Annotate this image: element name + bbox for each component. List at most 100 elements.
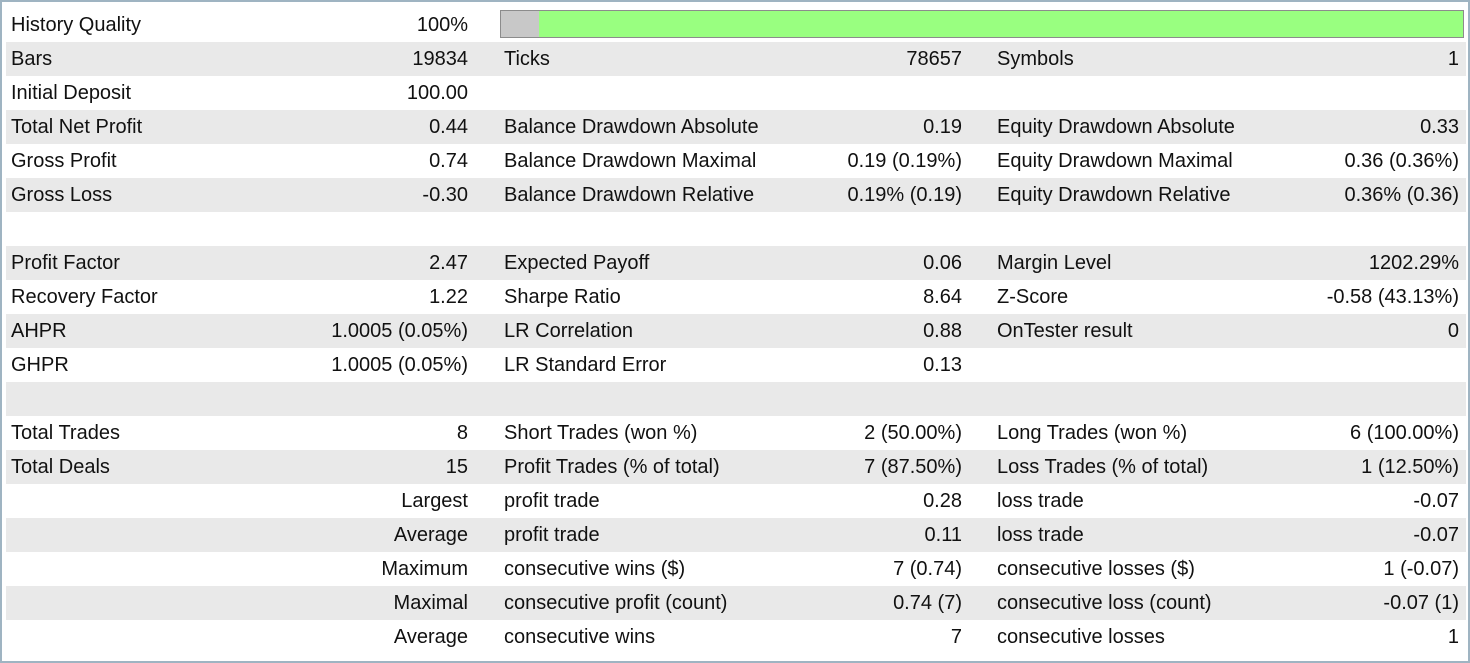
ahpr-label: AHPR <box>11 320 67 342</box>
row-average: Average profit trade 0.11 loss trade -0.… <box>6 518 1466 552</box>
balance-drawdown-maximal-value: 0.19 (0.19%) <box>847 150 962 172</box>
average-profit-trade-value: 0.11 <box>924 524 962 546</box>
total-deals-value: 15 <box>445 456 468 478</box>
report-table: History Quality 100% Bars 19834 Ticks 78… <box>6 8 1466 654</box>
margin-level-value: 1202.29% <box>1368 252 1459 274</box>
average-label: Average <box>393 524 468 546</box>
average-loss-trade-value: -0.07 <box>1413 524 1459 546</box>
average-profit-trade-label: profit trade <box>504 524 600 546</box>
symbols-value: 1 <box>1447 48 1459 70</box>
largest-loss-trade-value: -0.07 <box>1413 490 1459 512</box>
row-maximal: Maximal consecutive profit (count) 0.74 … <box>6 586 1466 620</box>
row-average-consecutive: Average consecutive wins 7 consecutive l… <box>6 620 1466 654</box>
sharpe-ratio-label: Sharpe Ratio <box>504 286 621 308</box>
ghpr-value: 1.0005 (0.05%) <box>331 354 468 376</box>
margin-level-label: Margin Level <box>997 252 1112 274</box>
profit-factor-label: Profit Factor <box>11 252 120 274</box>
average-consecutive-losses-value: 1 <box>1447 626 1459 648</box>
maximal-consecutive-profit-value: 0.74 (7) <box>893 592 962 614</box>
ticks-label: Ticks <box>504 48 550 70</box>
row-largest: Largest profit trade 0.28 loss trade -0.… <box>6 484 1466 518</box>
row-total-net-profit: Total Net Profit 0.44 Balance Drawdown A… <box>6 110 1466 144</box>
lr-correlation-label: LR Correlation <box>504 320 633 342</box>
balance-drawdown-relative-value: 0.19% (0.19) <box>847 184 962 206</box>
profit-trades-label: Profit Trades (% of total) <box>504 456 720 478</box>
ticks-value: 78657 <box>906 48 962 70</box>
total-net-profit-value: 0.44 <box>429 116 468 138</box>
ontester-result-value: 0 <box>1447 320 1459 342</box>
total-deals-label: Total Deals <box>11 456 110 478</box>
max-consecutive-losses-label: consecutive losses ($) <box>997 558 1195 580</box>
maximal-consecutive-profit-label: consecutive profit (count) <box>504 592 728 614</box>
initial-deposit-value: 100.00 <box>406 82 468 104</box>
row-profit-factor: Profit Factor 2.47 Expected Payoff 0.06 … <box>6 246 1466 280</box>
equity-drawdown-relative-label: Equity Drawdown Relative <box>997 184 1231 206</box>
row-gross-profit: Gross Profit 0.74 Balance Drawdown Maxim… <box>6 144 1466 178</box>
average-loss-trade-label: loss trade <box>997 524 1084 546</box>
gross-loss-value: -0.30 <box>422 184 468 206</box>
row-history-quality: History Quality 100% <box>6 8 1466 42</box>
long-trades-label: Long Trades (won %) <box>997 422 1188 444</box>
short-trades-value: 2 (50.00%) <box>864 422 962 444</box>
maximal-consecutive-loss-value: -0.07 (1) <box>1383 592 1459 614</box>
history-quality-bar <box>500 10 1464 38</box>
history-quality-bar-track <box>501 11 539 37</box>
balance-drawdown-absolute-value: 0.19 <box>923 116 962 138</box>
bars-value: 19834 <box>412 48 468 70</box>
max-consecutive-wins-value: 7 (0.74) <box>893 558 962 580</box>
row-spacer <box>6 382 1466 416</box>
row-ghpr: GHPR 1.0005 (0.05%) LR Standard Error 0.… <box>6 348 1466 382</box>
ahpr-value: 1.0005 (0.05%) <box>331 320 468 342</box>
equity-drawdown-maximal-value: 0.36 (0.36%) <box>1344 150 1459 172</box>
row-recovery-factor: Recovery Factor 1.22 Sharpe Ratio 8.64 Z… <box>6 280 1466 314</box>
balance-drawdown-maximal-label: Balance Drawdown Maximal <box>504 150 757 172</box>
maximal-consecutive-loss-label: consecutive loss (count) <box>997 592 1212 614</box>
row-maximum: Maximum consecutive wins ($) 7 (0.74) co… <box>6 552 1466 586</box>
largest-loss-trade-label: loss trade <box>997 490 1084 512</box>
row-gross-loss: Gross Loss -0.30 Balance Drawdown Relati… <box>6 178 1466 212</box>
maximum-label: Maximum <box>381 558 468 580</box>
largest-label: Largest <box>401 490 468 512</box>
sharpe-ratio-value: 8.64 <box>923 286 962 308</box>
long-trades-value: 6 (100.00%) <box>1350 422 1459 444</box>
ontester-result-label: OnTester result <box>997 320 1133 342</box>
z-score-value: -0.58 (43.13%) <box>1326 286 1459 308</box>
balance-drawdown-relative-label: Balance Drawdown Relative <box>504 184 755 206</box>
row-total-deals: Total Deals 15 Profit Trades (% of total… <box>6 450 1466 484</box>
profit-factor-value: 2.47 <box>429 252 468 274</box>
expected-payoff-label: Expected Payoff <box>504 252 650 274</box>
history-quality-value: 100% <box>416 14 468 36</box>
profit-trades-value: 7 (87.50%) <box>864 456 962 478</box>
expected-payoff-value: 0.06 <box>923 252 962 274</box>
history-quality-label: History Quality <box>11 14 142 36</box>
lr-correlation-value: 0.88 <box>923 320 962 342</box>
equity-drawdown-maximal-label: Equity Drawdown Maximal <box>997 150 1233 172</box>
row-bars: Bars 19834 Ticks 78657 Symbols 1 <box>6 42 1466 76</box>
max-consecutive-losses-value: 1 (-0.07) <box>1383 558 1459 580</box>
bars-label: Bars <box>11 48 53 70</box>
row-initial-deposit: Initial Deposit 100.00 <box>6 76 1466 110</box>
lr-standard-error-label: LR Standard Error <box>504 354 667 376</box>
equity-drawdown-absolute-value: 0.33 <box>1420 116 1459 138</box>
initial-deposit-label: Initial Deposit <box>11 82 132 104</box>
average-consecutive-losses-label: consecutive losses <box>997 626 1165 648</box>
average-consecutive-wins-value: 7 <box>950 626 962 648</box>
max-consecutive-wins-label: consecutive wins ($) <box>504 558 686 580</box>
row-total-trades: Total Trades 8 Short Trades (won %) 2 (5… <box>6 416 1466 450</box>
row-ahpr: AHPR 1.0005 (0.05%) LR Correlation 0.88 … <box>6 314 1466 348</box>
history-quality-bar-fill <box>539 11 1463 37</box>
row-spacer <box>6 212 1466 246</box>
largest-profit-trade-value: 0.28 <box>923 490 962 512</box>
short-trades-label: Short Trades (won %) <box>504 422 698 444</box>
average-consecutive-label: Average <box>393 626 468 648</box>
total-trades-value: 8 <box>456 422 468 444</box>
lr-standard-error-value: 0.13 <box>923 354 962 376</box>
gross-profit-value: 0.74 <box>429 150 468 172</box>
ghpr-label: GHPR <box>11 354 69 376</box>
recovery-factor-label: Recovery Factor <box>11 286 158 308</box>
equity-drawdown-relative-value: 0.36% (0.36) <box>1344 184 1459 206</box>
equity-drawdown-absolute-label: Equity Drawdown Absolute <box>997 116 1235 138</box>
largest-profit-trade-label: profit trade <box>504 490 600 512</box>
gross-loss-label: Gross Loss <box>11 184 113 206</box>
